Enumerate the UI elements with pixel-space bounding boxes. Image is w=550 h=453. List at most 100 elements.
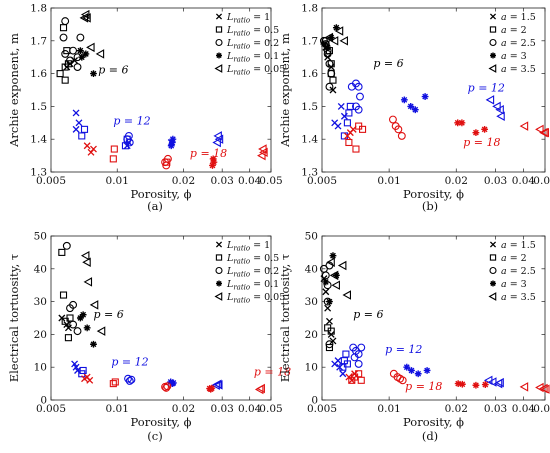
x-axis-label: Porosity, ϕ	[403, 187, 464, 201]
x-marker	[74, 367, 81, 374]
triangle-marker	[492, 101, 501, 112]
x-marker	[72, 125, 80, 133]
plot-frame	[321, 235, 546, 401]
star-marker	[481, 381, 489, 388]
star-marker	[454, 119, 462, 127]
data-point	[62, 241, 71, 250]
legend-label: Lratio = 0.1	[226, 279, 279, 292]
data-point	[110, 145, 118, 153]
star-marker	[79, 311, 87, 319]
chart-panel-d: 0.005 0.01 0.02 0.03 0.040.05 0 10 20 30 40 50 Poro…	[278, 231, 550, 444]
data-point	[90, 145, 97, 153]
data-point	[519, 382, 529, 392]
data-point	[324, 43, 332, 51]
star-marker	[324, 43, 332, 51]
legend-label: a = 3.5	[501, 292, 536, 303]
legend-label: a = 3	[501, 279, 527, 290]
data-point	[343, 119, 351, 127]
data-point	[61, 17, 70, 26]
data-point	[325, 343, 334, 352]
triangle-marker	[495, 104, 504, 115]
chart-panel-b: 0.005 0.01 0.02 0.03 0.040.05 1.3 1.4 1.5 1.6 1.7…	[278, 3, 550, 214]
circle-marker	[163, 154, 172, 163]
y-tick-label: 50	[305, 231, 318, 243]
data-point	[75, 119, 83, 127]
data-point	[212, 137, 221, 148]
data-point	[59, 24, 68, 32]
star-marker	[216, 52, 222, 59]
legend-item: Lratio = 0.5	[215, 253, 279, 266]
annotation-label: p = 12	[385, 343, 422, 356]
legend-label: Lratio = 0.5	[226, 253, 279, 266]
square-marker	[80, 125, 89, 133]
data-point	[162, 383, 171, 392]
legend-item: a = 3.5	[488, 64, 536, 75]
data-point	[343, 360, 351, 368]
data-point	[354, 82, 363, 91]
data-point	[61, 76, 69, 84]
data-point	[169, 135, 177, 143]
data-point	[398, 376, 407, 385]
triangle-marker	[331, 280, 340, 290]
plot-frame	[50, 235, 272, 401]
triangle-marker	[539, 127, 548, 138]
y-tick-label: 20	[34, 329, 47, 341]
data-point	[109, 155, 117, 163]
star-marker	[458, 380, 466, 388]
legend-item: a = 3	[490, 51, 527, 62]
data-point	[69, 46, 78, 55]
legend-item: Lratio = 0.05	[214, 64, 285, 77]
square-marker	[56, 70, 64, 78]
series-group-1	[72, 109, 224, 150]
x-tick-label: 0.01	[377, 403, 400, 415]
circle-marker	[69, 300, 78, 309]
x-tick-label: 0.04	[238, 403, 262, 415]
annotation-label: p = 6	[373, 57, 403, 70]
star-marker	[332, 271, 340, 279]
star-marker	[216, 280, 222, 287]
data-point	[340, 132, 348, 140]
square-marker	[340, 132, 348, 140]
x-marker	[329, 337, 337, 345]
data-point	[76, 314, 84, 322]
data-point	[89, 300, 99, 310]
square-marker	[59, 291, 68, 299]
y-tick-label: 20	[305, 329, 318, 341]
square-marker	[489, 254, 497, 261]
data-point	[82, 257, 91, 267]
x-tick-label: 0.02	[445, 175, 468, 187]
data-point	[357, 343, 366, 352]
data-point	[83, 277, 93, 287]
triangle-marker	[214, 380, 223, 390]
data-point	[454, 119, 462, 127]
square-marker	[59, 24, 68, 32]
data-point	[495, 104, 504, 115]
star-marker	[458, 119, 466, 127]
square-marker	[352, 145, 360, 153]
triangle-marker	[535, 124, 544, 135]
legend-label: a = 3.5	[501, 64, 536, 75]
star-marker	[332, 24, 340, 32]
square-marker	[355, 370, 363, 378]
triangle-marker	[212, 137, 221, 148]
x-marker	[489, 241, 497, 248]
square-marker	[345, 138, 353, 147]
y-tick-label: 1.6	[301, 68, 318, 80]
data-point	[337, 102, 345, 110]
circle-marker	[398, 376, 407, 385]
panel-caption: (d)	[422, 429, 438, 443]
star-marker	[78, 53, 86, 61]
data-point	[325, 59, 334, 68]
legend-label: Lratio = 1	[226, 240, 270, 253]
circle-marker	[66, 56, 74, 65]
data-point	[73, 327, 82, 336]
square-marker	[357, 376, 365, 384]
data-point	[400, 96, 408, 104]
x-marker	[489, 13, 497, 20]
square-marker	[215, 254, 223, 261]
y-tick-label: 1.4	[301, 134, 318, 146]
x-marker	[339, 370, 347, 378]
star-marker	[167, 142, 175, 150]
data-point	[331, 280, 340, 290]
